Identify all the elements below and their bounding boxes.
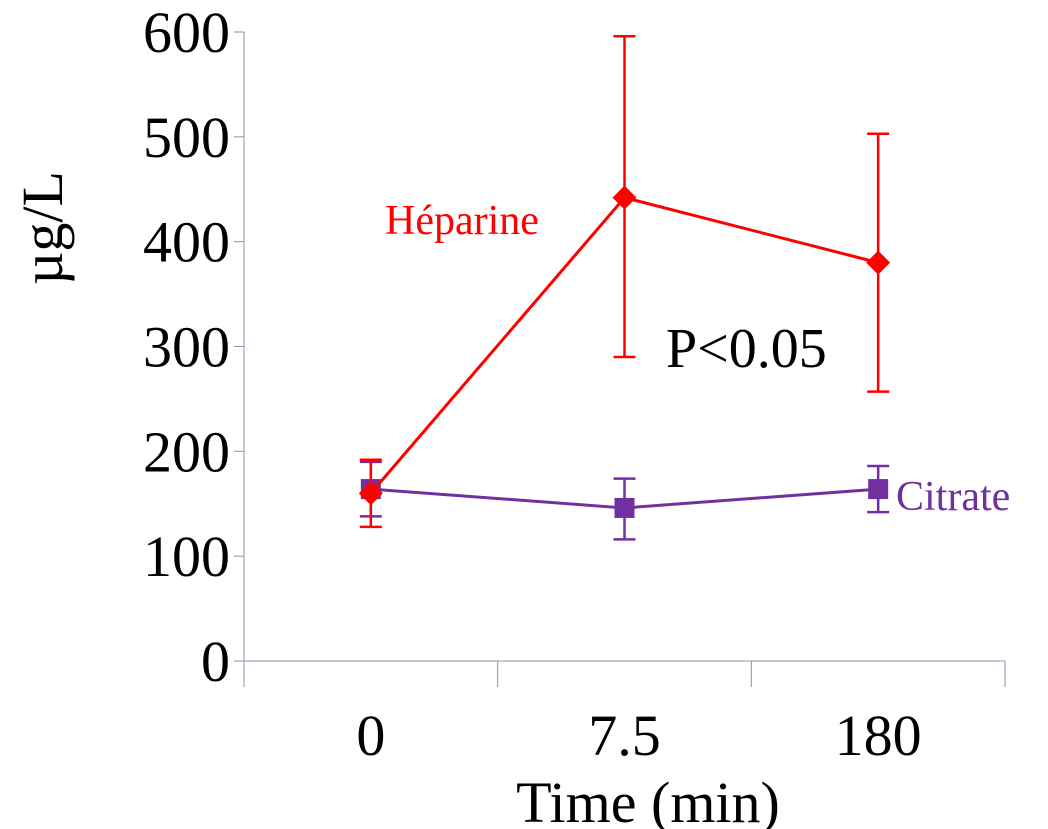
data-point bbox=[358, 481, 383, 506]
data-point bbox=[866, 250, 891, 275]
y-axis-label: µg/L bbox=[10, 171, 75, 285]
axes bbox=[234, 31, 1006, 687]
p-value-annotation: P<0.05 bbox=[666, 318, 827, 380]
series-citrate bbox=[359, 460, 890, 541]
y-tick-label: 600 bbox=[143, 0, 230, 65]
series-heparine bbox=[358, 34, 891, 529]
data-point bbox=[868, 479, 889, 500]
y-tick-label: 500 bbox=[143, 105, 230, 170]
x-tick-label: 180 bbox=[835, 703, 922, 768]
y-tick-label: 300 bbox=[143, 315, 230, 380]
data-point bbox=[614, 497, 635, 518]
y-tick-label: 200 bbox=[143, 419, 230, 484]
series-label-citrate: Citrate bbox=[896, 474, 1010, 520]
y-tick-label: 400 bbox=[143, 210, 230, 275]
y-tick-label: 0 bbox=[201, 629, 230, 694]
series-label-heparine: Héparine bbox=[385, 198, 539, 244]
y-tick-labels: 0 100 200 300 400 500 600 bbox=[143, 0, 230, 694]
x-tick-labels: 0 7.5 180 bbox=[356, 703, 921, 768]
x-tick-label: 7.5 bbox=[588, 703, 661, 768]
x-axis-label: Time (min) bbox=[516, 770, 780, 829]
x-tick-label: 0 bbox=[356, 703, 385, 768]
y-tick-label: 100 bbox=[143, 524, 230, 589]
data-point bbox=[612, 185, 637, 210]
series-layer bbox=[358, 34, 891, 541]
